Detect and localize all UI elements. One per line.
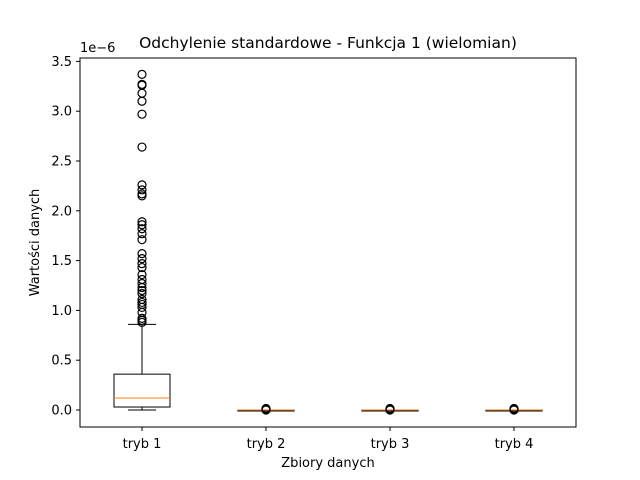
outlier-point [137, 220, 147, 230]
outlier-point [509, 403, 519, 414]
outlier-point [137, 285, 147, 296]
outlier-point [137, 249, 147, 259]
box-group [361, 403, 419, 415]
y-tick-label: 2.0 [51, 204, 72, 219]
box [113, 373, 171, 408]
y-tick-label: 2.5 [51, 155, 72, 170]
outlier-point [137, 189, 147, 199]
outlier-point [137, 142, 147, 152]
outlier-point [137, 313, 147, 323]
outlier-point [137, 224, 147, 234]
y-axis-offset-label: 1e−6 [80, 41, 115, 56]
outlier-point [137, 288, 147, 299]
outlier-point [137, 180, 147, 190]
outlier-point [137, 79, 147, 89]
outlier-point [137, 269, 147, 280]
x-tick-label: tryb 1 [123, 437, 162, 452]
outlier-point [137, 274, 147, 285]
x-tick-label: tryb 3 [371, 437, 410, 452]
plot-frame [79, 57, 577, 428]
box-group [485, 403, 543, 415]
outlier-point [137, 217, 147, 227]
y-tick-label: 0.5 [51, 354, 72, 369]
box-group [113, 69, 171, 411]
y-tick-label: 3.5 [51, 55, 72, 70]
outlier-point [137, 109, 147, 119]
plot-area [113, 69, 543, 415]
outlier-point [137, 229, 147, 239]
outlier-point [137, 262, 147, 273]
outlier-point [137, 294, 147, 305]
outlier-point [137, 235, 147, 245]
outlier-point [137, 258, 147, 269]
y-tick-label: 1.5 [51, 254, 72, 269]
y-tick-label: 3.0 [51, 105, 72, 120]
outlier-point [137, 278, 147, 289]
x-tick-label: tryb 4 [495, 437, 534, 452]
outlier-point [137, 88, 147, 98]
outlier-point [385, 403, 395, 414]
outlier-point [137, 254, 147, 264]
y-tick-label: 0.0 [51, 404, 72, 419]
outlier-point [261, 403, 271, 414]
outlier-point [137, 297, 147, 308]
x-tick-label: tryb 2 [247, 437, 286, 452]
outlier-point [137, 69, 147, 79]
y-axis-label: Wartości danych [28, 189, 43, 297]
outlier-point [137, 185, 147, 195]
box-group [237, 403, 295, 415]
y-tick-label: 1.0 [51, 304, 72, 319]
chart-title: Odchylenie standardowe - Funkcja 1 (wiel… [139, 34, 517, 52]
outlier-point [137, 96, 147, 106]
x-axis-label: Zbiory danych [281, 456, 374, 471]
